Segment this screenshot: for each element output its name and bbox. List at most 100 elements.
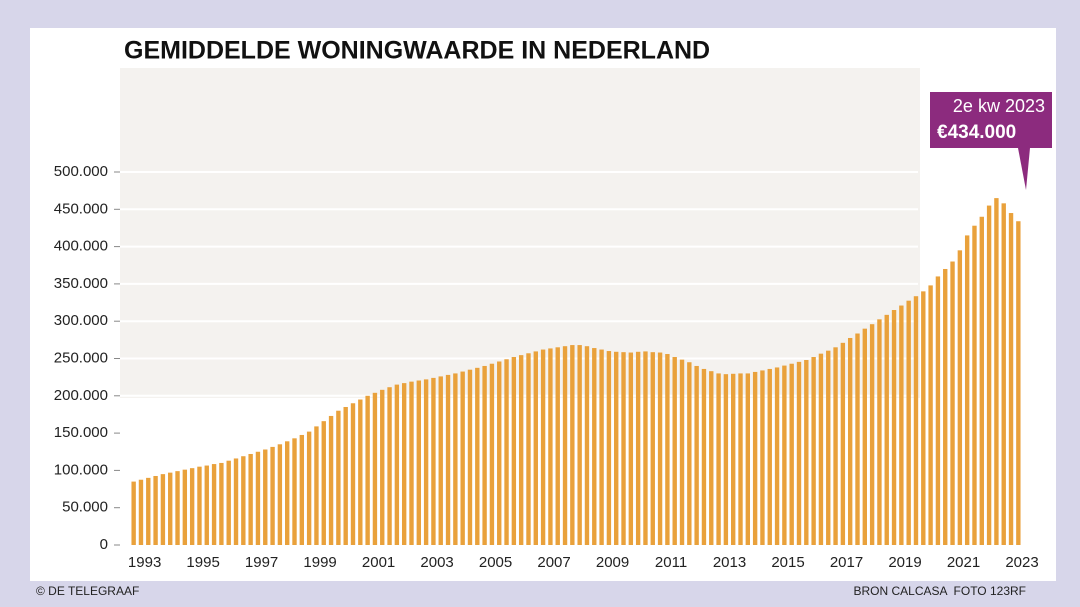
x-tick-label: 2009	[596, 554, 629, 571]
bar	[650, 352, 655, 545]
bar	[299, 434, 305, 545]
bar	[409, 381, 414, 545]
bar	[365, 395, 370, 545]
bar	[877, 319, 882, 545]
bar	[928, 285, 933, 545]
bar	[643, 351, 648, 545]
bar	[847, 337, 853, 545]
bar	[855, 333, 860, 545]
bar	[467, 369, 473, 545]
x-tick-label: 2003	[420, 554, 453, 571]
bar	[767, 368, 772, 545]
x-tick-label: 2007	[537, 554, 570, 571]
y-tick-label: 100.000	[54, 461, 108, 478]
bar	[694, 365, 699, 545]
y-tick-label: 500.000	[54, 163, 108, 180]
bar	[994, 198, 999, 546]
y-tick-label: 350.000	[54, 275, 108, 292]
bar	[709, 371, 714, 545]
bar	[168, 472, 173, 545]
bar	[321, 421, 326, 545]
bar	[460, 371, 465, 545]
bar	[197, 466, 202, 545]
bar	[241, 456, 246, 545]
bar	[306, 431, 312, 545]
x-tick-label: 2019	[888, 554, 921, 571]
bar	[401, 383, 407, 545]
y-tick-label: 300.000	[54, 312, 108, 329]
bar	[226, 460, 231, 545]
bar	[270, 446, 275, 545]
bar	[943, 268, 948, 545]
bar	[263, 449, 268, 545]
bar	[701, 368, 707, 545]
annotation-box	[930, 92, 1052, 148]
bar	[387, 387, 392, 545]
x-tick-label: 2023	[1005, 554, 1038, 571]
bar	[584, 346, 590, 545]
bar	[292, 438, 297, 545]
bar	[592, 348, 597, 545]
bar	[233, 458, 239, 545]
bar	[716, 373, 721, 545]
bar	[899, 305, 904, 545]
bar	[635, 351, 641, 545]
bar	[921, 291, 926, 545]
x-tick-label: 2011	[655, 554, 687, 571]
bar	[504, 359, 509, 545]
credit: © DE TELEGRAAF	[36, 584, 139, 598]
bar	[979, 216, 984, 545]
x-tick-label: 2001	[362, 554, 395, 571]
bar	[760, 370, 765, 545]
bar	[336, 410, 341, 545]
bar	[394, 384, 400, 545]
bar	[665, 354, 670, 545]
bar	[774, 367, 780, 545]
bar	[445, 374, 451, 545]
bar	[913, 296, 919, 545]
bar	[782, 365, 787, 545]
x-tick-label: 2021	[947, 554, 980, 571]
bar	[964, 235, 970, 545]
bar	[314, 426, 319, 545]
bar	[189, 468, 195, 545]
y-tick-label: 400.000	[54, 238, 108, 255]
x-tick-label: 2005	[479, 554, 512, 571]
bar	[146, 477, 151, 545]
bar	[628, 352, 634, 545]
bar	[621, 352, 626, 545]
chart-title: GEMIDDELDE WONINGWAARDE IN NEDERLAND	[124, 37, 710, 65]
bar	[453, 373, 458, 545]
bar	[431, 377, 436, 545]
bar	[255, 451, 261, 545]
bar	[577, 345, 582, 545]
bar	[986, 205, 992, 545]
bar	[182, 469, 188, 545]
source: BRON CALCASA FOTO 123RF	[854, 584, 1027, 598]
bar	[679, 359, 685, 545]
annotation-text: 2e kw 2023	[953, 96, 1045, 116]
bar	[175, 471, 180, 545]
annotation-pointer	[1018, 148, 1030, 190]
bar	[482, 365, 487, 545]
bar	[672, 357, 677, 545]
annotation-value: €434.000	[937, 122, 1016, 143]
bar	[738, 373, 743, 545]
bar	[138, 479, 144, 545]
bar	[818, 353, 824, 545]
bar	[1016, 221, 1021, 545]
bar	[153, 475, 158, 545]
bar	[957, 250, 963, 545]
bar	[285, 441, 290, 545]
bar	[416, 380, 421, 545]
bar	[475, 367, 480, 545]
bar	[548, 348, 553, 545]
bar	[833, 347, 838, 545]
bar	[1001, 203, 1006, 545]
bar	[248, 453, 253, 545]
bar	[723, 374, 729, 545]
bar	[804, 359, 809, 545]
bar	[526, 353, 531, 545]
bar	[204, 465, 209, 545]
